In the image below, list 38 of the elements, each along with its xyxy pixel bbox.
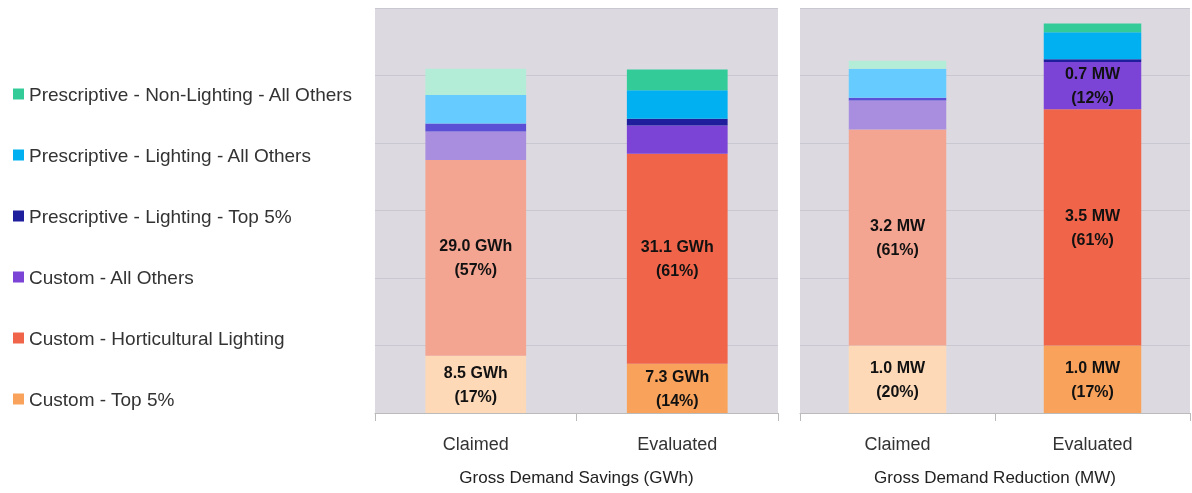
legend-label: Custom - Horticultural Lighting xyxy=(29,327,285,349)
data-label: 3.5 MW (61%) xyxy=(1064,206,1121,248)
data-label: 29.0 GWh (57%) xyxy=(439,237,513,279)
x-tick-label: Evaluated xyxy=(637,434,718,454)
bar xyxy=(848,68,947,98)
bar xyxy=(425,95,527,124)
bar xyxy=(425,68,527,96)
legend-label: Prescriptive - Lighting - All Others xyxy=(29,144,311,166)
bar xyxy=(848,60,947,69)
data-label: 3.2 MW (61%) xyxy=(869,217,926,258)
data-label: 31.1 GWh (61%) xyxy=(640,238,714,280)
bar xyxy=(626,153,728,364)
bar xyxy=(425,131,527,160)
bar xyxy=(425,159,527,356)
x-tick-label: Claimed xyxy=(442,434,509,454)
data-label: 1.0 MW (20%) xyxy=(869,358,926,400)
bar xyxy=(626,69,728,91)
data-label: 8.5 GWh (17%) xyxy=(443,363,508,405)
bar xyxy=(848,129,947,346)
bar xyxy=(848,100,947,130)
legend-label: Prescriptive - Lighting - Top 5% xyxy=(29,205,292,227)
bar xyxy=(1043,59,1142,62)
legend-label: Prescriptive - Non-Lighting - All Others xyxy=(29,83,353,105)
data-label: 1.0 MW (17%) xyxy=(1064,358,1121,400)
x-axis-title: Gross Demand Savings (GWh) xyxy=(459,468,694,487)
bar xyxy=(626,90,728,119)
data-label: 7.3 GWh (14%) xyxy=(645,367,710,409)
legend-label: Custom - Top 5% xyxy=(29,388,175,410)
data-label: 0.7 MW (12%) xyxy=(1064,65,1121,107)
bar xyxy=(1043,109,1142,346)
x-tick-label: Evaluated xyxy=(1052,434,1133,454)
bar xyxy=(626,125,728,154)
x-axis-title: Gross Demand Reduction (MW) xyxy=(874,468,1116,487)
bar xyxy=(1043,23,1142,33)
x-tick-label: Claimed xyxy=(864,434,931,454)
bar xyxy=(425,123,527,132)
legend-label: Custom - All Others xyxy=(29,266,194,288)
bar xyxy=(1043,32,1142,60)
